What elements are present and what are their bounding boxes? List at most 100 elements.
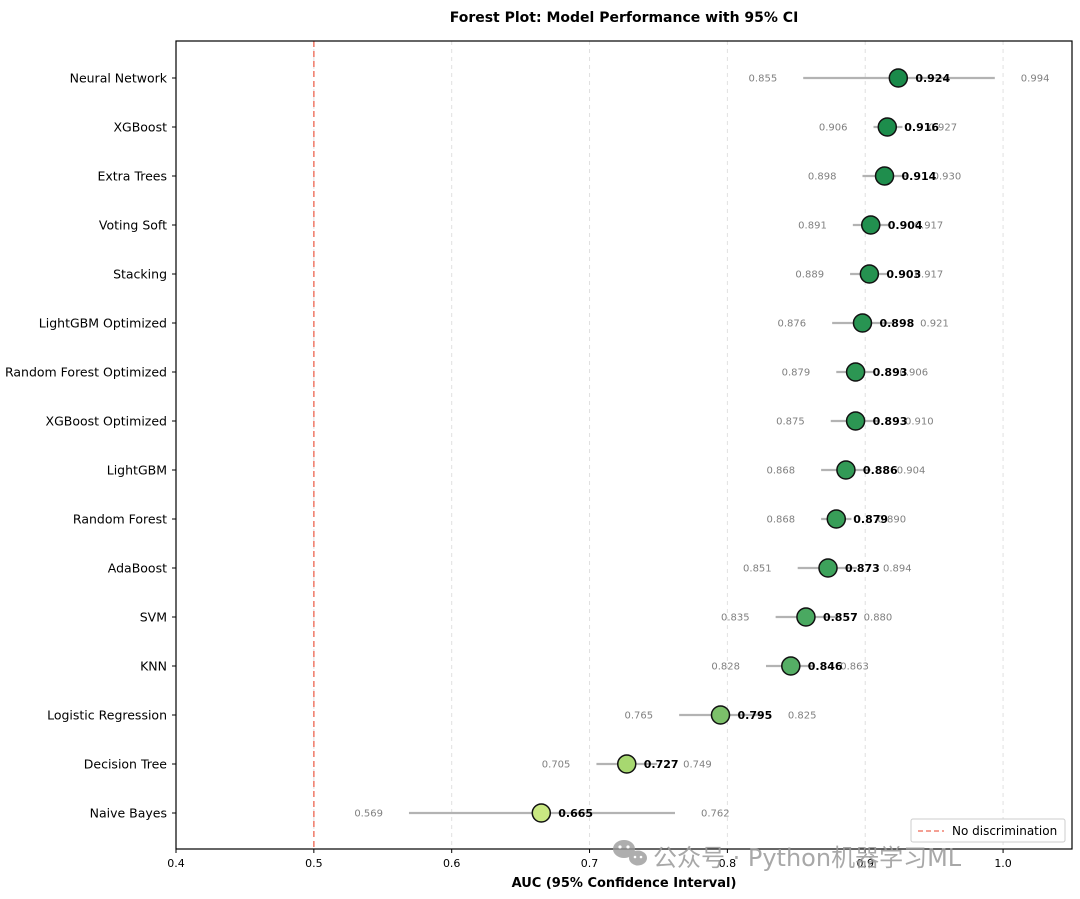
ci-lower-label: 0.835 bbox=[721, 613, 750, 624]
auc-point bbox=[888, 68, 909, 88]
x-axis-ticks: 0.4 0.5 0.6 0.7 0.8 0.9 1.0 bbox=[167, 849, 1012, 870]
x-axis-label: AUC (95% Confidence Interval) bbox=[512, 876, 737, 891]
auc-value-label: 0.886 bbox=[863, 464, 898, 477]
ci-lower-label: 0.705 bbox=[542, 760, 571, 771]
ci-upper-label: 0.863 bbox=[840, 662, 869, 673]
watermark-text: 公众号 · Python机器学习ML bbox=[653, 844, 962, 872]
auc-point bbox=[617, 754, 637, 774]
ci-lower-label: 0.765 bbox=[624, 711, 653, 722]
ci-lower-label: 0.889 bbox=[795, 270, 824, 281]
x-tick-label: 0.4 bbox=[167, 857, 185, 870]
ci-upper-label: 0.825 bbox=[788, 711, 817, 722]
y-tick-label: KNN bbox=[140, 659, 167, 674]
auc-point bbox=[710, 705, 731, 725]
legend-box bbox=[910, 818, 1066, 843]
legend: No discrimination bbox=[910, 818, 1066, 843]
model-row: SVM 0.835 0.880 0.857 bbox=[140, 607, 893, 627]
auc-point bbox=[845, 411, 866, 431]
auc-value-label: 0.903 bbox=[886, 268, 921, 281]
auc-point bbox=[796, 607, 816, 627]
ci-lower-label: 0.828 bbox=[711, 662, 740, 673]
auc-point bbox=[860, 215, 881, 235]
ci-upper-label: 0.921 bbox=[920, 319, 949, 330]
auc-point bbox=[877, 117, 898, 137]
auc-value-label: 0.846 bbox=[808, 660, 843, 673]
auc-value-label: 0.924 bbox=[915, 72, 950, 85]
y-tick-label: LightGBM Optimized bbox=[39, 316, 167, 331]
x-tick-label: 1.0 bbox=[994, 857, 1012, 870]
auc-value-label: 0.893 bbox=[873, 366, 908, 379]
ci-lower-label: 0.906 bbox=[819, 123, 848, 134]
auc-point bbox=[826, 509, 847, 529]
x-tick-label: 0.9 bbox=[856, 857, 874, 870]
ci-lower-label: 0.875 bbox=[776, 417, 805, 428]
ci-upper-label: 0.910 bbox=[905, 417, 934, 428]
ci-upper-label: 0.994 bbox=[1021, 74, 1050, 85]
y-tick-label: Extra Trees bbox=[97, 169, 167, 184]
auc-value-label: 0.665 bbox=[558, 807, 593, 820]
model-row: LightGBM Optimized 0.876 0.921 0.898 bbox=[39, 313, 949, 333]
ci-upper-label: 0.880 bbox=[864, 613, 893, 624]
ci-lower-label: 0.851 bbox=[743, 564, 772, 575]
ci-upper-label: 0.749 bbox=[683, 760, 712, 771]
y-tick-label: SVM bbox=[140, 610, 167, 625]
y-tick-label: Random Forest bbox=[73, 512, 167, 527]
model-row: Neural Network 0.855 0.994 0.924 bbox=[70, 68, 1050, 88]
ci-lower-label: 0.868 bbox=[766, 515, 795, 526]
auc-value-label: 0.795 bbox=[737, 709, 772, 722]
model-rows: Neural Network 0.855 0.994 0.924 XGBoost 0.90… bbox=[5, 68, 1050, 823]
ci-upper-label: 0.906 bbox=[900, 368, 929, 379]
ci-lower-label: 0.891 bbox=[798, 221, 827, 232]
auc-point bbox=[874, 166, 895, 186]
auc-point bbox=[845, 362, 866, 382]
auc-value-label: 0.879 bbox=[853, 513, 888, 526]
x-tick-label: 0.7 bbox=[581, 857, 599, 870]
x-tick-label: 0.5 bbox=[305, 857, 323, 870]
ci-upper-label: 0.890 bbox=[877, 515, 906, 526]
wechat-icon bbox=[613, 840, 647, 866]
auc-point bbox=[852, 313, 873, 333]
y-tick-label: AdaBoost bbox=[108, 561, 167, 576]
auc-value-label: 0.916 bbox=[904, 121, 939, 134]
ci-upper-label: 0.927 bbox=[928, 123, 957, 134]
legend-label: No discrimination bbox=[952, 824, 1057, 838]
y-tick-label: Logistic Regression bbox=[47, 708, 167, 723]
ci-upper-label: 0.904 bbox=[897, 466, 926, 477]
x-tick-label: 0.6 bbox=[443, 857, 461, 870]
auc-point bbox=[531, 803, 552, 823]
ci-upper-label: 0.930 bbox=[933, 172, 962, 183]
model-row: Decision Tree 0.705 0.749 0.727 bbox=[84, 754, 712, 774]
ci-lower-label: 0.569 bbox=[354, 809, 383, 820]
ci-lower-label: 0.876 bbox=[778, 319, 807, 330]
ci-upper-label: 0.917 bbox=[915, 221, 944, 232]
x-tick-label: 0.8 bbox=[719, 857, 737, 870]
auc-value-label: 0.893 bbox=[873, 415, 908, 428]
ci-upper-label: 0.917 bbox=[915, 270, 944, 281]
ci-upper-label: 0.894 bbox=[883, 564, 912, 575]
ci-lower-label: 0.855 bbox=[749, 74, 778, 85]
ci-lower-label: 0.879 bbox=[782, 368, 811, 379]
chart-title: Forest Plot: Model Performance with 95% … bbox=[450, 10, 799, 26]
y-tick-label: Random Forest Optimized bbox=[5, 365, 167, 380]
auc-point bbox=[818, 558, 838, 578]
y-tick-label: LightGBM bbox=[107, 463, 167, 478]
y-tick-label: XGBoost bbox=[113, 120, 167, 135]
y-tick-label: XGBoost Optimized bbox=[46, 414, 168, 429]
auc-value-label: 0.857 bbox=[823, 611, 858, 624]
ci-lower-label: 0.898 bbox=[808, 172, 837, 183]
auc-value-label: 0.914 bbox=[902, 170, 937, 183]
ci-upper-label: 0.762 bbox=[701, 809, 730, 820]
watermark: 公众号 · Python机器学习ML bbox=[613, 840, 962, 872]
y-tick-label: Decision Tree bbox=[84, 757, 168, 772]
auc-value-label: 0.904 bbox=[888, 219, 923, 232]
